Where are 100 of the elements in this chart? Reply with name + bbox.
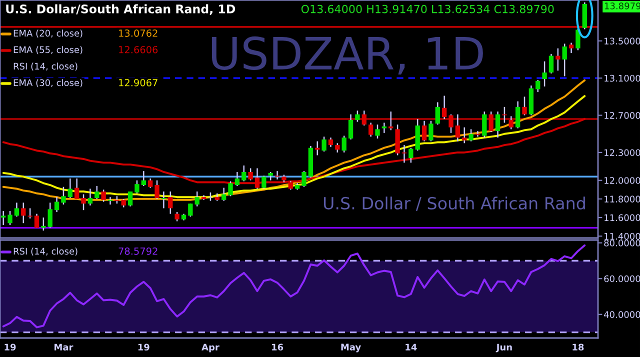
y-tick-label: 13.5000 [604, 38, 640, 44]
candlestick [1, 210, 6, 226]
y-tick-label: 40.0000 [604, 311, 640, 318]
candlestick [522, 96, 527, 116]
candlestick [81, 194, 86, 211]
x-tick-label: Jun [496, 344, 512, 352]
candlestick [134, 180, 140, 194]
candlestick [542, 60, 547, 88]
candlestick [128, 190, 133, 208]
candlestick [148, 178, 153, 188]
candlestick [221, 187, 226, 202]
y-tick-label: 13.1000 [604, 74, 640, 82]
candlestick [536, 79, 540, 93]
candlestick [468, 128, 474, 142]
candlestick [194, 190, 200, 208]
annotation: 78.5792 [118, 247, 158, 255]
y-tick-label: 11.8000 [604, 196, 640, 203]
y-tick-label: 80.0000 [604, 240, 640, 246]
candlestick [161, 190, 166, 209]
candlestick [21, 202, 26, 224]
x-tick-label: 14 [406, 344, 417, 350]
candlestick [48, 202, 52, 228]
chart-title: U.S. Dollar/South African Rand, 1D [6, 4, 236, 15]
candlestick [428, 120, 434, 142]
annotation: U.S. Dollar / South African Rand [324, 196, 585, 211]
candlestick [41, 216, 46, 232]
candlestick [442, 95, 447, 120]
candlestick [448, 114, 454, 134]
candlestick [242, 164, 246, 182]
legend-label: RSI (14, close) [14, 248, 78, 256]
candlestick [455, 114, 460, 142]
line-series [2, 244, 586, 328]
candlestick [508, 116, 514, 130]
y-tick-label: 11.6000 [604, 214, 640, 222]
candlestick [228, 180, 233, 197]
candlestick [402, 144, 407, 164]
candlestick [8, 210, 12, 226]
candlestick [262, 175, 266, 190]
candlestick [141, 170, 146, 187]
candlestick [388, 110, 394, 131]
x-tick-label: May [341, 344, 361, 352]
y-tick-label: 12.0000 [604, 177, 640, 184]
candlestick [368, 122, 374, 138]
candlestick [61, 186, 66, 206]
candlestick [355, 110, 360, 122]
candlestick [556, 48, 560, 72]
candlestick [248, 168, 253, 181]
candlestick [502, 106, 507, 124]
candlestick [88, 188, 93, 206]
y-tick-label: 11.4000 [604, 232, 640, 240]
candlestick [68, 178, 72, 199]
legend-label: EMA (20, close) [14, 30, 82, 38]
candlestick [302, 170, 306, 188]
candlestick [94, 185, 100, 200]
candlestick [28, 208, 32, 220]
annotation: 12.6606 [119, 46, 158, 54]
annotation: RSI (14, close) [14, 62, 78, 71]
candlestick [422, 120, 427, 142]
candlestick [174, 211, 180, 222]
annotation: O13.64000 H13.91470 L13.62534 C13.89790 [301, 4, 554, 14]
candlestick [14, 202, 20, 218]
candlestick [576, 28, 580, 51]
candlestick [328, 136, 334, 148]
x-tick-label: Mar [54, 344, 74, 351]
candlestick [548, 53, 554, 74]
candlestick [382, 122, 387, 134]
candlestick [562, 43, 567, 77]
candlestick [515, 100, 520, 129]
candlestick [335, 142, 340, 154]
x-tick-label: Apr [202, 344, 220, 352]
candlestick [168, 190, 173, 214]
candlestick [34, 213, 40, 228]
legend-label: EMA (30, close) [14, 79, 82, 88]
candlestick [568, 42, 574, 54]
candlestick [462, 126, 467, 144]
candlestick [254, 168, 260, 190]
annotation: USDZAR, 1D [212, 36, 483, 75]
candlestick [495, 110, 500, 138]
candlestick [375, 124, 380, 140]
candlestick [488, 110, 494, 133]
y-tick-label: 12.7000 [604, 112, 640, 119]
candlestick [362, 110, 366, 126]
candlestick [348, 114, 354, 140]
legend-label: EMA (55, close) [14, 46, 82, 54]
x-tick-label: 18 [572, 344, 584, 351]
candlestick [482, 110, 487, 138]
candlestick [234, 171, 240, 187]
y-tick-label: 12.3000 [604, 149, 640, 156]
annotation: 13.0762 [119, 29, 158, 37]
candlestick [108, 196, 113, 206]
candlestick [408, 147, 414, 164]
candlestick [274, 170, 280, 180]
candlestick [435, 102, 440, 126]
candlestick [188, 202, 193, 218]
annotation: 12.9067 [119, 78, 158, 86]
candlestick [154, 180, 160, 200]
candlestick [54, 196, 60, 213]
candlestick [101, 189, 106, 202]
x-tick-label: 19 [4, 344, 16, 351]
x-tick-label: 16 [272, 344, 284, 351]
